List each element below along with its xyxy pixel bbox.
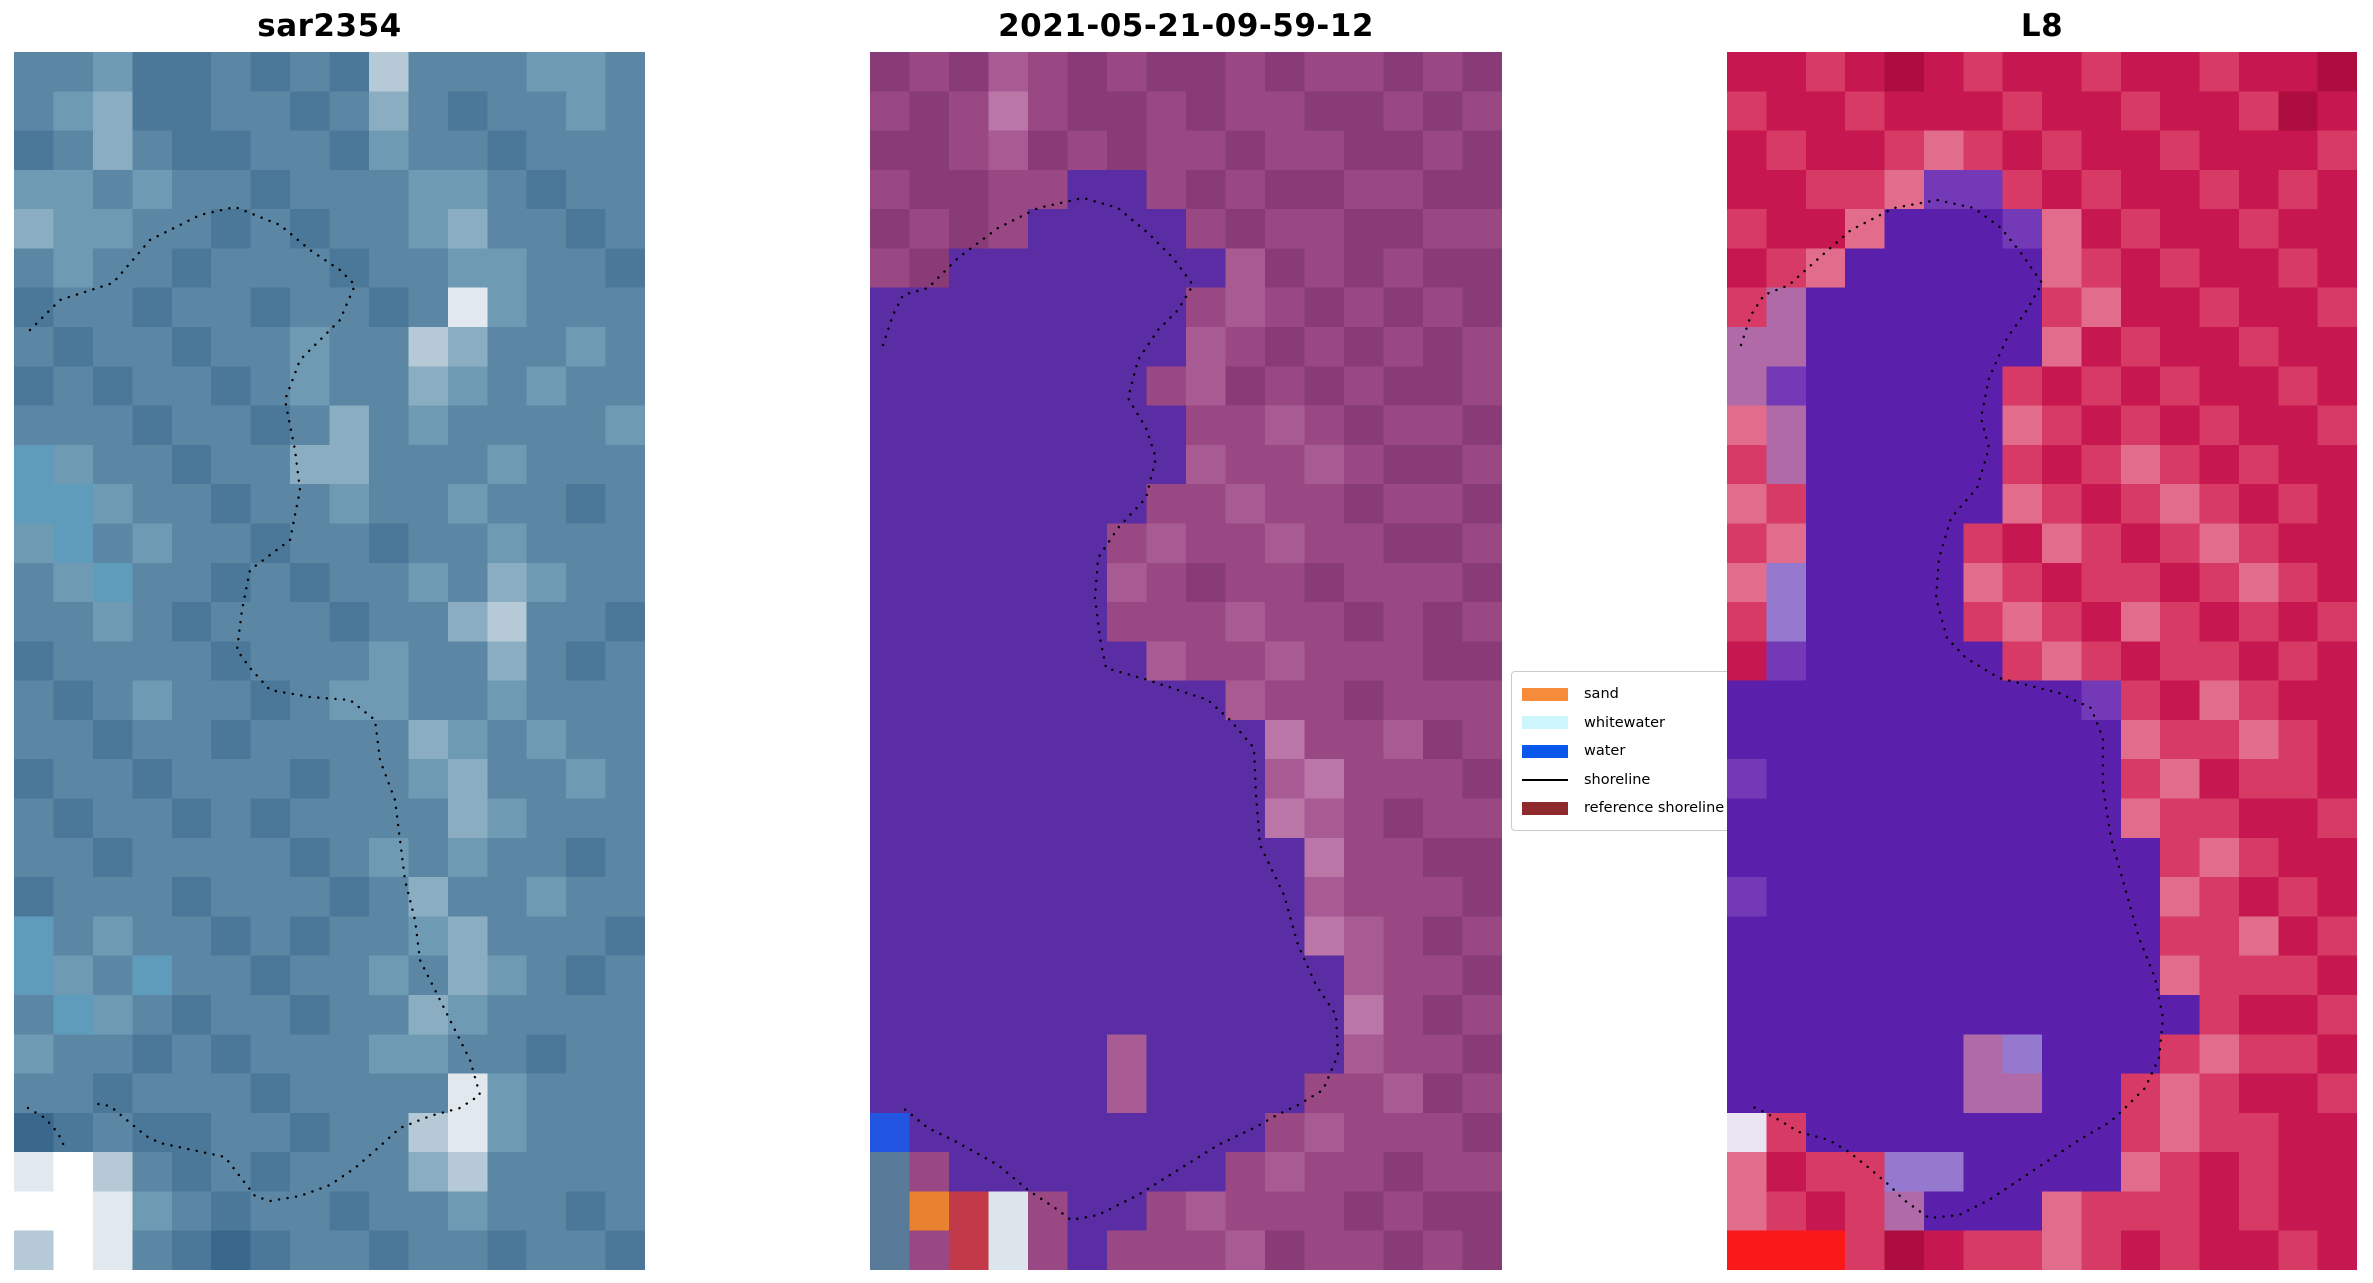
cls-shoreline (881, 196, 1340, 1222)
shoreline-contour (26, 1106, 68, 1152)
legend-item-whitewater: whitewater (1522, 710, 1730, 736)
panel-title-sar: sar2354 (257, 8, 402, 44)
shoreline-contour (28, 205, 482, 1203)
legend-box: sand whitewater water shoreline reference sh… (1511, 671, 1741, 831)
panel-classified-image (870, 52, 1502, 1270)
sar-canvas (14, 52, 645, 1270)
legend-item-shoreline: shoreline (1522, 767, 1730, 793)
legend-item-reference-shoreline: reference shoreline (1522, 795, 1730, 821)
legend-line-swatch (1522, 778, 1568, 781)
panel-sar-image (14, 52, 645, 1270)
panel-title-l8: L8 (2020, 8, 2064, 44)
legend-color-swatch (1522, 801, 1568, 815)
l8-shoreline (1739, 198, 2165, 1220)
legend-item-sand: sand (1522, 681, 1730, 707)
legend-color-swatch (1522, 744, 1568, 758)
legend-label: shoreline (1584, 771, 1651, 788)
legend-label: sand (1584, 686, 1619, 702)
shoreline-contour (1739, 198, 2165, 1220)
shoreline-contour (881, 196, 1340, 1222)
sar-shoreline (26, 205, 482, 1203)
l8-canvas (1727, 52, 2357, 1270)
legend-label: whitewater (1584, 714, 1665, 731)
legend-color-swatch (1522, 687, 1568, 701)
cls-canvas (870, 52, 1502, 1270)
panel-title-classified: 2021-05-21-09-59-12 (998, 8, 1374, 44)
legend-color-swatch (1522, 716, 1568, 729)
legend-item-water: water (1522, 738, 1730, 764)
legend-label: water (1584, 743, 1626, 759)
legend-label: reference shoreline (1584, 800, 1725, 816)
panel-l8-image (1727, 52, 2357, 1270)
